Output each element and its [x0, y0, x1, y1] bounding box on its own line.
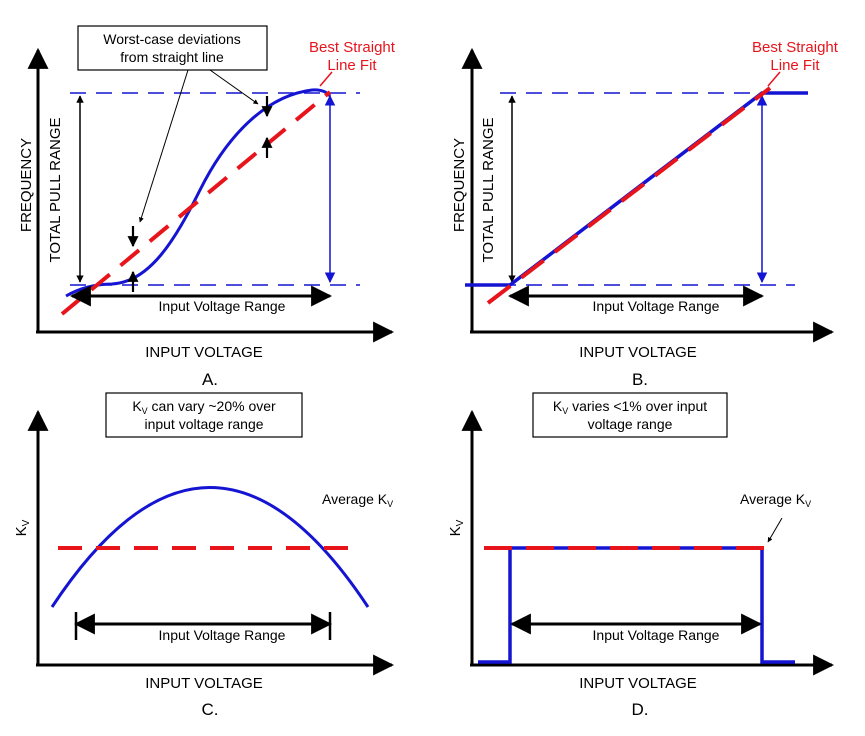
- panel-c-note-box: [105, 392, 303, 438]
- panel-a-callout-line2: from straight line: [120, 49, 224, 65]
- panel-c-input-range-label: Input Voltage Range: [159, 627, 286, 643]
- panel-a: Input Voltage Range Worst-case deviation…: [18, 25, 396, 389]
- panel-d-average-sub: V: [805, 499, 811, 509]
- panel-c-x-axis-label: INPUT VOLTAGE: [145, 675, 263, 692]
- panel-a-callout-pointer-lower: [138, 69, 189, 223]
- panel-d-note-k: K: [553, 398, 563, 414]
- panel-b-total-pull-label: TOTAL PULL RANGE: [480, 117, 497, 262]
- panel-d: Input Voltage Range KV varies <1% over i…: [447, 392, 835, 719]
- panel-d-y-axis-label: KV: [447, 519, 466, 536]
- panel-d-kv-curve: [478, 546, 795, 664]
- panel-c-average-text: Average K: [322, 491, 388, 507]
- panel-d-letter: D.: [632, 700, 649, 719]
- panel-c-y-axis-label: KV: [13, 519, 32, 536]
- panel-d-average-label: Average KV: [740, 491, 811, 509]
- panel-c-y-axis-sub: V: [21, 519, 32, 526]
- panel-c-note-sub: V: [142, 406, 148, 416]
- panel-b-y-axis-label: FREQUENCY: [451, 138, 468, 232]
- panel-c-note-text: can vary ~20% over: [148, 398, 276, 414]
- panel-c-kv-curve: [50, 486, 370, 608]
- panel-a-y-axis-label: FREQUENCY: [18, 138, 35, 232]
- panel-a-fit-label-pointer: [319, 71, 333, 87]
- panel-b-fit-label-line1: Best Straight: [752, 39, 839, 56]
- panel-b-letter: B.: [632, 370, 648, 389]
- panel-a-x-axis-label: INPUT VOLTAGE: [145, 344, 263, 361]
- panel-a-vco-curve: [65, 88, 332, 298]
- panel-d-note-box: [532, 392, 728, 438]
- panel-d-y-axis-k: K: [447, 526, 464, 536]
- panel-a-callout-box: [77, 25, 268, 71]
- panel-b-input-range-label: Input Voltage Range: [593, 298, 720, 314]
- panel-c-note-line2: input voltage range: [144, 416, 263, 432]
- panel-c-y-axis-k: K: [13, 526, 30, 536]
- panel-a-total-pull-label: TOTAL PULL RANGE: [47, 117, 64, 262]
- panel-a-callout-pointer-upper: [209, 69, 259, 105]
- panel-d-y-axis-sub: V: [455, 519, 466, 526]
- panel-d-input-range-label: Input Voltage Range: [593, 627, 720, 643]
- panel-d-x-axis-label: INPUT VOLTAGE: [579, 675, 697, 692]
- panel-b-best-fit-line: [486, 86, 772, 305]
- panel-b-fit-label-line2: Line Fit: [770, 57, 820, 74]
- panel-c-note-k: K: [132, 398, 142, 414]
- panel-a-fit-label-line1: Best Straight: [309, 39, 396, 56]
- panel-d-note-sub: V: [562, 406, 568, 416]
- panel-d-note-line2: voltage range: [588, 416, 673, 432]
- panel-d-note-line1: KV varies <1% over input: [553, 398, 707, 416]
- panel-a-letter: A.: [202, 370, 218, 389]
- panel-c-note-line1: KV can vary ~20% over: [132, 398, 276, 416]
- panel-c-average-sub: V: [387, 499, 393, 509]
- panel-b-x-axis-label: INPUT VOLTAGE: [579, 344, 697, 361]
- panel-d-average-text: Average K: [740, 491, 806, 507]
- panel-a-input-range-label: Input Voltage Range: [159, 298, 286, 314]
- panel-a-fit-label-line2: Line Fit: [327, 57, 377, 74]
- panel-b-fit-label-pointer: [767, 71, 781, 87]
- panel-d-average-pointer: [767, 517, 783, 543]
- panel-b: Input Voltage Range Best Straight Line F…: [451, 39, 839, 389]
- panel-c-letter: C.: [202, 700, 219, 719]
- panel-c-average-label: Average KV: [322, 491, 393, 509]
- panel-c: Input Voltage Range KV can vary ~20% ove…: [13, 392, 395, 719]
- panel-a-callout-line1: Worst-case deviations: [103, 31, 240, 47]
- panel-d-note-text: varies <1% over input: [568, 398, 707, 414]
- panel-a-best-fit-line: [60, 90, 332, 316]
